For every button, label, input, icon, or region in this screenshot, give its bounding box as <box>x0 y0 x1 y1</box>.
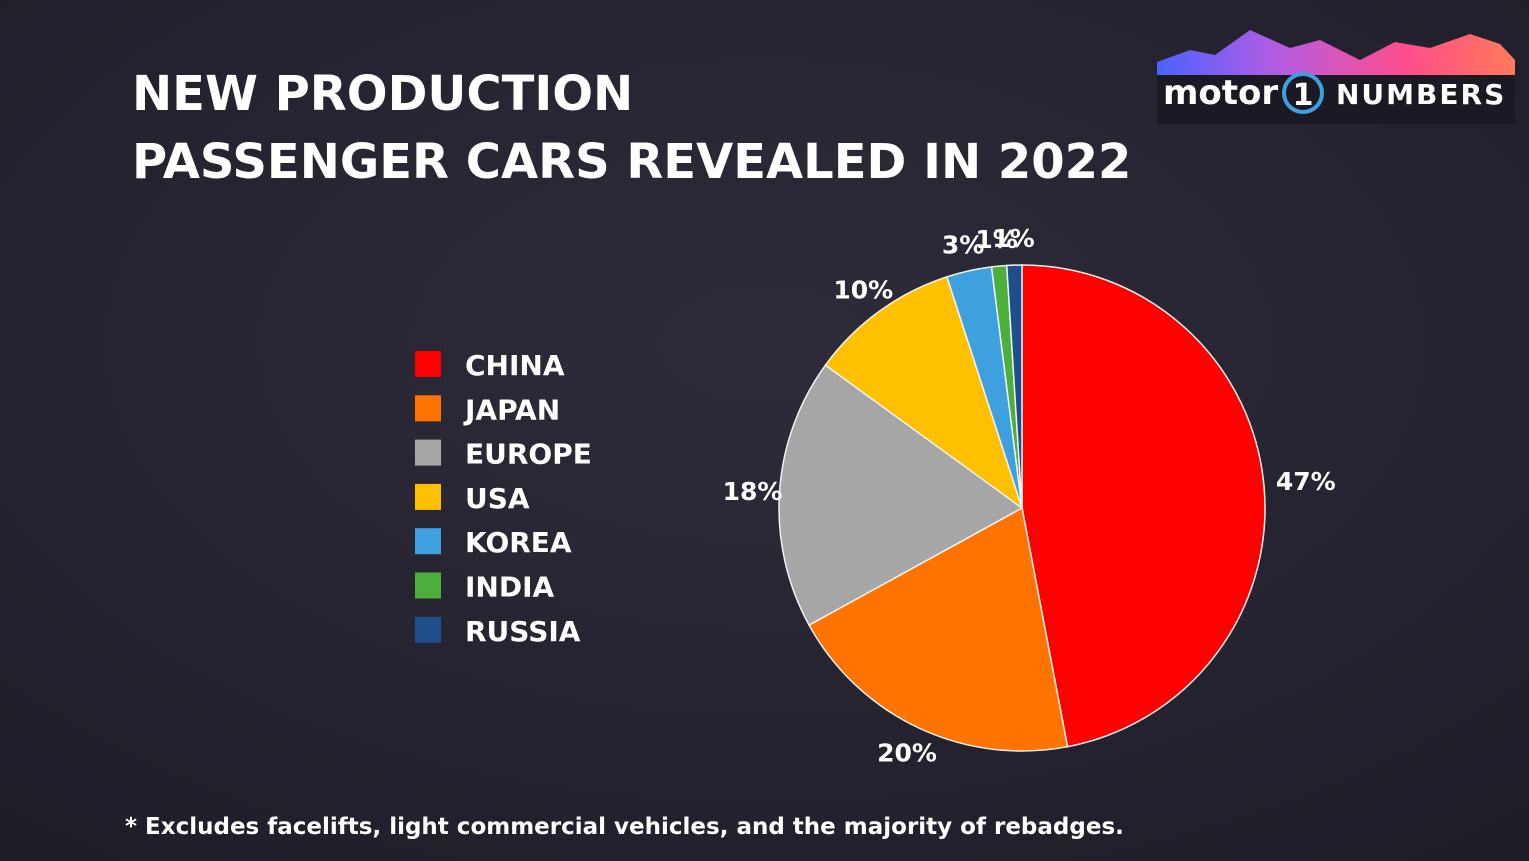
logo-mark: 1 <box>1293 78 1314 113</box>
legend-swatch <box>415 439 441 466</box>
data-label: 20% <box>877 738 937 767</box>
data-label: 18% <box>723 477 783 506</box>
data-label: 1% <box>992 224 1034 253</box>
chart-title: PASSENGER CARS REVEALED IN 2022 <box>132 134 1131 190</box>
pie-slice <box>778 364 1024 627</box>
logo-ring <box>1282 72 1324 114</box>
legend-label: CHINA <box>465 349 565 382</box>
logo-brand: motor <box>1163 73 1278 113</box>
legend-label: JAPAN <box>463 393 560 426</box>
pie-slice <box>1021 264 1266 748</box>
legend-swatch <box>415 395 441 422</box>
pie-slice <box>1005 264 1023 509</box>
legend-label: KOREA <box>465 526 572 559</box>
legend-swatch <box>415 351 441 377</box>
legend-swatch <box>415 528 441 555</box>
legend-label: RUSSIA <box>465 615 581 648</box>
logo-product: NUMBERS <box>1336 78 1506 111</box>
legend-label: INDIA <box>465 571 555 604</box>
footnote: * Excludes facelifts, light commercial v… <box>125 814 1124 840</box>
legend-label: USA <box>465 482 530 515</box>
logo-mountains <box>1157 30 1515 75</box>
data-label: 3% <box>942 231 984 260</box>
logo: motor 1 NUMBERS <box>1157 30 1515 124</box>
data-label: 47% <box>1276 467 1336 496</box>
data-label: 10% <box>833 276 893 305</box>
data-label: 1% <box>975 225 1017 254</box>
chart-title: NEW PRODUCTION <box>132 66 633 122</box>
legend-swatch <box>415 616 441 643</box>
legend-swatch <box>415 483 441 510</box>
legend-label: EUROPE <box>465 438 592 471</box>
pie-slice <box>824 275 1024 510</box>
legend-swatch <box>415 572 441 599</box>
pie-slice <box>808 506 1069 752</box>
